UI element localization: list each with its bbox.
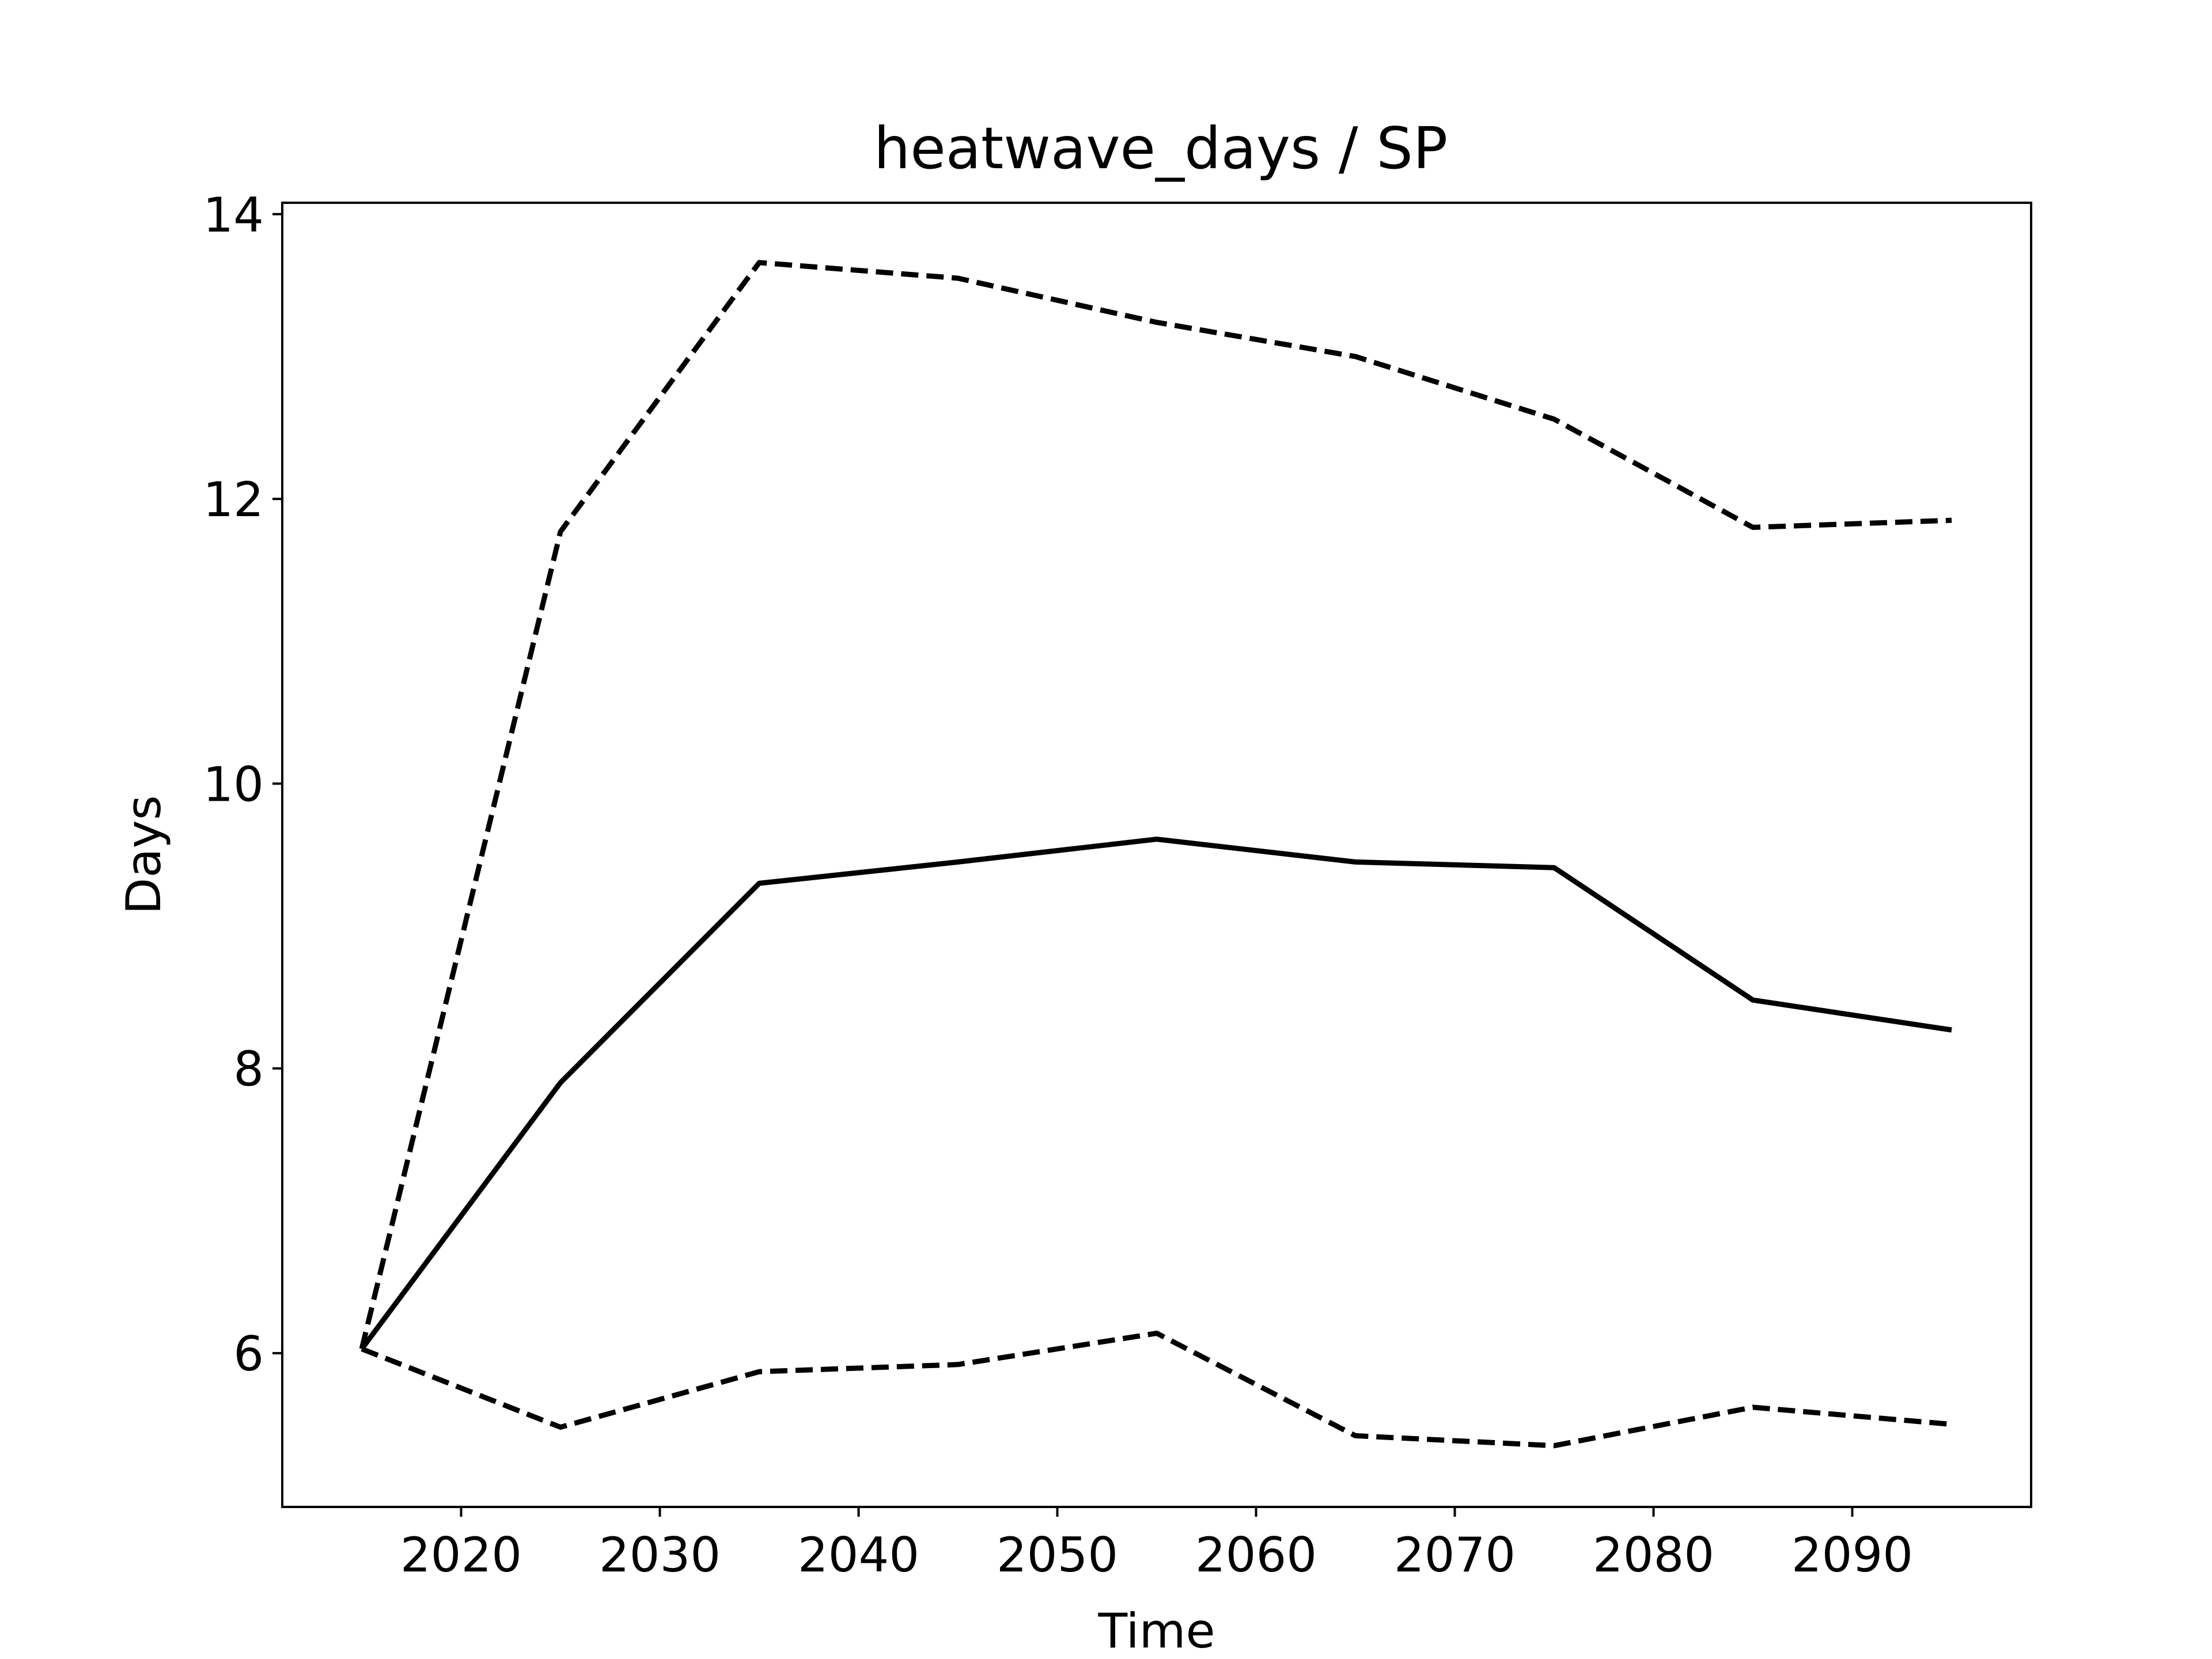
y-axis: 6 8 10 12 14 [203,187,282,1382]
series-line-1-solid [359,836,1952,1351]
y-tick-label: 10 [203,756,264,812]
y-tick-label: 14 [203,187,264,243]
series-line-2-dashed [359,260,1952,1350]
x-axis-label: Time [1097,1603,1215,1659]
x-tick-label: 2090 [1791,1527,1913,1583]
x-tick-label: 2040 [798,1527,919,1583]
chart-title: heatwave_days / SP [874,115,1448,182]
x-tick-label: 2060 [1195,1527,1317,1583]
y-axis-label: Days [116,795,172,914]
y-tick-label: 6 [233,1326,264,1382]
plot-area-frame [281,202,2032,1508]
x-tick-label: 2020 [400,1527,522,1583]
series-line-3-dashed [361,1331,1952,1449]
x-tick-label: 2070 [1394,1527,1516,1583]
y-tick-label: 8 [233,1041,264,1097]
x-tick-label: 2050 [997,1527,1118,1583]
x-tick-label: 2080 [1593,1527,1714,1583]
series-layer [359,260,1952,1449]
y-tick-label: 12 [203,472,264,528]
x-tick-label: 2030 [599,1527,721,1583]
x-axis: 2020 2030 2040 2050 2060 2070 2080 2090 [400,1507,1913,1583]
